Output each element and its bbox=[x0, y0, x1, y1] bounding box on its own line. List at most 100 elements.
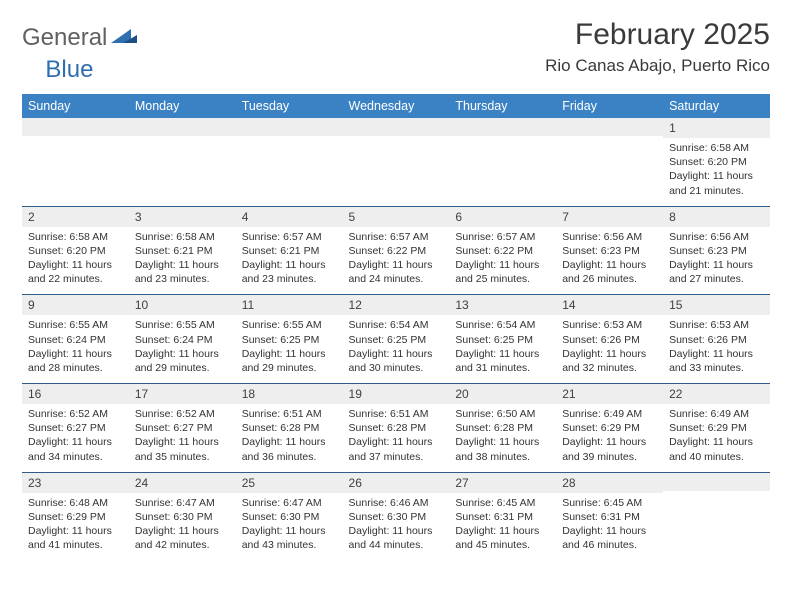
sunrise-text: Sunrise: 6:51 AM bbox=[242, 407, 337, 421]
day-number: 14 bbox=[556, 295, 663, 315]
sunset-text: Sunset: 6:23 PM bbox=[669, 244, 764, 258]
calendar-cell: 27Sunrise: 6:45 AMSunset: 6:31 PMDayligh… bbox=[449, 472, 556, 560]
sunset-text: Sunset: 6:30 PM bbox=[242, 510, 337, 524]
calendar-cell: 25Sunrise: 6:47 AMSunset: 6:30 PMDayligh… bbox=[236, 472, 343, 560]
calendar-cell: 24Sunrise: 6:47 AMSunset: 6:30 PMDayligh… bbox=[129, 472, 236, 560]
sunrise-text: Sunrise: 6:58 AM bbox=[28, 230, 123, 244]
calendar-body: 1Sunrise: 6:58 AMSunset: 6:20 PMDaylight… bbox=[22, 118, 770, 560]
sunrise-text: Sunrise: 6:46 AM bbox=[349, 496, 444, 510]
sunset-text: Sunset: 6:25 PM bbox=[455, 333, 550, 347]
day-number-empty bbox=[236, 118, 343, 136]
sunset-text: Sunset: 6:28 PM bbox=[242, 421, 337, 435]
day-body: Sunrise: 6:53 AMSunset: 6:26 PMDaylight:… bbox=[556, 315, 663, 383]
day-body: Sunrise: 6:49 AMSunset: 6:29 PMDaylight:… bbox=[556, 404, 663, 472]
day-number: 13 bbox=[449, 295, 556, 315]
daylight-text: Daylight: 11 hours and 41 minutes. bbox=[28, 524, 123, 552]
day-body: Sunrise: 6:49 AMSunset: 6:29 PMDaylight:… bbox=[663, 404, 770, 472]
sunset-text: Sunset: 6:21 PM bbox=[135, 244, 230, 258]
sunset-text: Sunset: 6:23 PM bbox=[562, 244, 657, 258]
day-body: Sunrise: 6:53 AMSunset: 6:26 PMDaylight:… bbox=[663, 315, 770, 383]
day-number: 19 bbox=[343, 384, 450, 404]
day-number: 24 bbox=[129, 473, 236, 493]
sunset-text: Sunset: 6:24 PM bbox=[28, 333, 123, 347]
calendar-week-row: 23Sunrise: 6:48 AMSunset: 6:29 PMDayligh… bbox=[22, 472, 770, 560]
logo-text-blue: Blue bbox=[45, 56, 93, 84]
sunrise-text: Sunrise: 6:49 AM bbox=[562, 407, 657, 421]
sunrise-text: Sunrise: 6:57 AM bbox=[455, 230, 550, 244]
sunrise-text: Sunrise: 6:56 AM bbox=[669, 230, 764, 244]
daylight-text: Daylight: 11 hours and 29 minutes. bbox=[135, 347, 230, 375]
day-body-empty bbox=[129, 136, 236, 192]
day-number: 22 bbox=[663, 384, 770, 404]
weekday-saturday: Saturday bbox=[663, 94, 770, 118]
calendar-cell: 19Sunrise: 6:51 AMSunset: 6:28 PMDayligh… bbox=[343, 384, 450, 473]
day-number: 17 bbox=[129, 384, 236, 404]
day-body: Sunrise: 6:51 AMSunset: 6:28 PMDaylight:… bbox=[343, 404, 450, 472]
weekday-tuesday: Tuesday bbox=[236, 94, 343, 118]
daylight-text: Daylight: 11 hours and 42 minutes. bbox=[135, 524, 230, 552]
calendar-cell bbox=[449, 118, 556, 206]
weekday-thursday: Thursday bbox=[449, 94, 556, 118]
day-number: 15 bbox=[663, 295, 770, 315]
calendar-page: General February 2025 Rio Canas Abajo, P… bbox=[0, 0, 792, 560]
sunrise-text: Sunrise: 6:58 AM bbox=[135, 230, 230, 244]
calendar-week-row: 9Sunrise: 6:55 AMSunset: 6:24 PMDaylight… bbox=[22, 295, 770, 384]
calendar-cell: 5Sunrise: 6:57 AMSunset: 6:22 PMDaylight… bbox=[343, 206, 450, 295]
sunset-text: Sunset: 6:28 PM bbox=[349, 421, 444, 435]
day-body: Sunrise: 6:58 AMSunset: 6:20 PMDaylight:… bbox=[22, 227, 129, 295]
calendar-cell: 14Sunrise: 6:53 AMSunset: 6:26 PMDayligh… bbox=[556, 295, 663, 384]
calendar-cell: 17Sunrise: 6:52 AMSunset: 6:27 PMDayligh… bbox=[129, 384, 236, 473]
day-body-empty bbox=[236, 136, 343, 192]
calendar-week-row: 1Sunrise: 6:58 AMSunset: 6:20 PMDaylight… bbox=[22, 118, 770, 206]
daylight-text: Daylight: 11 hours and 26 minutes. bbox=[562, 258, 657, 286]
weekday-monday: Monday bbox=[129, 94, 236, 118]
logo-mark-icon bbox=[111, 24, 137, 52]
day-body: Sunrise: 6:58 AMSunset: 6:20 PMDaylight:… bbox=[663, 138, 770, 206]
day-number: 23 bbox=[22, 473, 129, 493]
daylight-text: Daylight: 11 hours and 38 minutes. bbox=[455, 435, 550, 463]
calendar-cell: 9Sunrise: 6:55 AMSunset: 6:24 PMDaylight… bbox=[22, 295, 129, 384]
sunrise-text: Sunrise: 6:56 AM bbox=[562, 230, 657, 244]
sunset-text: Sunset: 6:29 PM bbox=[669, 421, 764, 435]
day-body-empty bbox=[663, 491, 770, 547]
sunrise-text: Sunrise: 6:49 AM bbox=[669, 407, 764, 421]
day-number: 21 bbox=[556, 384, 663, 404]
daylight-text: Daylight: 11 hours and 34 minutes. bbox=[28, 435, 123, 463]
day-number-empty bbox=[22, 118, 129, 136]
day-body: Sunrise: 6:50 AMSunset: 6:28 PMDaylight:… bbox=[449, 404, 556, 472]
sunset-text: Sunset: 6:31 PM bbox=[455, 510, 550, 524]
day-number: 28 bbox=[556, 473, 663, 493]
calendar-cell: 8Sunrise: 6:56 AMSunset: 6:23 PMDaylight… bbox=[663, 206, 770, 295]
calendar-cell: 4Sunrise: 6:57 AMSunset: 6:21 PMDaylight… bbox=[236, 206, 343, 295]
sunrise-text: Sunrise: 6:55 AM bbox=[135, 318, 230, 332]
calendar-cell: 15Sunrise: 6:53 AMSunset: 6:26 PMDayligh… bbox=[663, 295, 770, 384]
calendar-cell: 18Sunrise: 6:51 AMSunset: 6:28 PMDayligh… bbox=[236, 384, 343, 473]
day-number: 3 bbox=[129, 207, 236, 227]
day-body: Sunrise: 6:57 AMSunset: 6:22 PMDaylight:… bbox=[343, 227, 450, 295]
logo-text-general: General bbox=[22, 24, 107, 52]
calendar-table: SundayMondayTuesdayWednesdayThursdayFrid… bbox=[22, 94, 770, 560]
title-block: February 2025 Rio Canas Abajo, Puerto Ri… bbox=[545, 18, 770, 76]
calendar-cell: 11Sunrise: 6:55 AMSunset: 6:25 PMDayligh… bbox=[236, 295, 343, 384]
daylight-text: Daylight: 11 hours and 29 minutes. bbox=[242, 347, 337, 375]
calendar-cell bbox=[236, 118, 343, 206]
day-body: Sunrise: 6:56 AMSunset: 6:23 PMDaylight:… bbox=[556, 227, 663, 295]
day-body-empty bbox=[449, 136, 556, 192]
sunset-text: Sunset: 6:22 PM bbox=[349, 244, 444, 258]
daylight-text: Daylight: 11 hours and 24 minutes. bbox=[349, 258, 444, 286]
day-number-empty bbox=[449, 118, 556, 136]
day-body: Sunrise: 6:51 AMSunset: 6:28 PMDaylight:… bbox=[236, 404, 343, 472]
sunset-text: Sunset: 6:28 PM bbox=[455, 421, 550, 435]
calendar-cell: 28Sunrise: 6:45 AMSunset: 6:31 PMDayligh… bbox=[556, 472, 663, 560]
sunset-text: Sunset: 6:27 PM bbox=[135, 421, 230, 435]
sunrise-text: Sunrise: 6:47 AM bbox=[135, 496, 230, 510]
sunset-text: Sunset: 6:29 PM bbox=[562, 421, 657, 435]
sunrise-text: Sunrise: 6:51 AM bbox=[349, 407, 444, 421]
calendar-cell: 13Sunrise: 6:54 AMSunset: 6:25 PMDayligh… bbox=[449, 295, 556, 384]
day-number-empty bbox=[343, 118, 450, 136]
daylight-text: Daylight: 11 hours and 45 minutes. bbox=[455, 524, 550, 552]
sunset-text: Sunset: 6:25 PM bbox=[349, 333, 444, 347]
day-number: 26 bbox=[343, 473, 450, 493]
calendar-cell bbox=[22, 118, 129, 206]
sunrise-text: Sunrise: 6:52 AM bbox=[135, 407, 230, 421]
